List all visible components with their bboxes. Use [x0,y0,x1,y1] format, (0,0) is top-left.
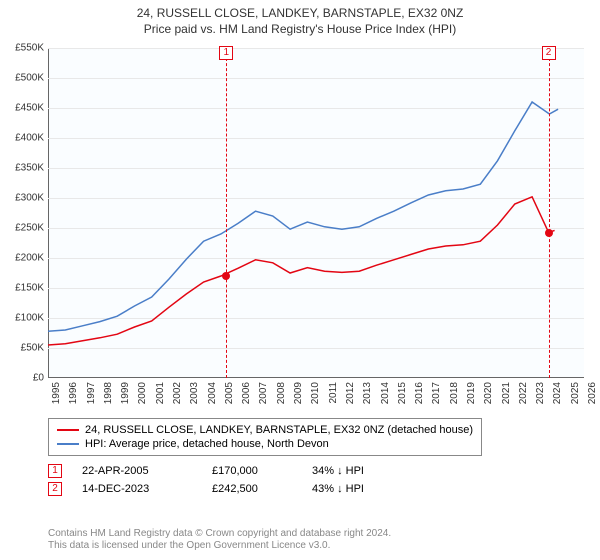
x-axis-label: 1995 [51,382,62,404]
x-axis-label: 2005 [224,382,235,404]
x-axis-label: 2012 [345,382,356,404]
x-axis-label: 2020 [483,382,494,404]
x-axis-label: 2021 [501,382,512,404]
x-axis-label: 2017 [431,382,442,404]
x-axis-label: 2013 [362,382,373,404]
x-axis-label: 2022 [518,382,529,404]
series-line [48,197,555,345]
y-axis-label: £550K [15,43,44,54]
y-axis-label: £0 [33,373,44,384]
x-axis-label: 1996 [68,382,79,404]
x-axis-label: 2026 [587,382,598,404]
event-price: £170,000 [212,465,292,477]
y-axis-label: £200K [15,253,44,264]
event-number-box: 2 [48,482,62,496]
event-marker-line [226,48,227,378]
event-row: 1 22-APR-2005 £170,000 34% ↓ HPI [48,462,584,480]
legend-label-1: 24, RUSSELL CLOSE, LANDKEY, BARNSTAPLE, … [85,424,473,436]
legend-item-1: 24, RUSSELL CLOSE, LANDKEY, BARNSTAPLE, … [57,423,473,437]
event-diff: 34% ↓ HPI [312,465,422,477]
x-axis-label: 2007 [258,382,269,404]
x-axis-label: 1997 [86,382,97,404]
y-axis-label: £50K [21,343,44,354]
footer-line2: This data is licensed under the Open Gov… [48,540,391,552]
y-axis-label: £300K [15,193,44,204]
y-axis-label: £350K [15,163,44,174]
x-axis-label: 2023 [535,382,546,404]
x-axis-label: 2002 [172,382,183,404]
x-axis-label: 2011 [328,382,339,404]
event-date: 22-APR-2005 [82,465,192,477]
footer-line1: Contains HM Land Registry data © Crown c… [48,528,391,540]
x-axis-label: 2018 [449,382,460,404]
chart-container: 24, RUSSELL CLOSE, LANDKEY, BARNSTAPLE, … [0,0,600,560]
x-axis-label: 2001 [155,382,166,404]
x-axis-label: 2008 [276,382,287,404]
event-marker-dot [545,229,553,237]
line-series [48,48,584,378]
x-axis-label: 2016 [414,382,425,404]
y-axis-label: £250K [15,223,44,234]
x-axis-label: 2003 [189,382,200,404]
swatch-1 [57,429,79,431]
event-row: 2 14-DEC-2023 £242,500 43% ↓ HPI [48,480,584,498]
plot-area: £0£50K£100K£150K£200K£250K£300K£350K£400… [48,48,584,378]
y-axis-label: £500K [15,73,44,84]
x-axis-label: 1999 [120,382,131,404]
event-marker-box: 2 [542,46,556,60]
event-date: 14-DEC-2023 [82,483,192,495]
y-axis-label: £150K [15,283,44,294]
legend-label-2: HPI: Average price, detached house, Nort… [85,438,329,450]
event-marker-dot [222,272,230,280]
legend-item-2: HPI: Average price, detached house, Nort… [57,437,473,451]
x-axis-label: 2010 [310,382,321,404]
x-axis-label: 1998 [103,382,114,404]
chart-title: 24, RUSSELL CLOSE, LANDKEY, BARNSTAPLE, … [0,0,600,22]
x-axis-label: 2019 [466,382,477,404]
legend-and-events: 24, RUSSELL CLOSE, LANDKEY, BARNSTAPLE, … [48,418,584,498]
x-axis-label: 2014 [380,382,391,404]
event-diff: 43% ↓ HPI [312,483,422,495]
x-axis-label: 2009 [293,382,304,404]
series-line [48,102,558,331]
event-marker-line [549,48,550,378]
chart-subtitle: Price paid vs. HM Land Registry's House … [0,22,600,40]
y-axis-label: £100K [15,313,44,324]
footer-attribution: Contains HM Land Registry data © Crown c… [48,528,391,552]
event-marker-box: 1 [219,46,233,60]
x-axis-label: 2025 [570,382,581,404]
legend-box: 24, RUSSELL CLOSE, LANDKEY, BARNSTAPLE, … [48,418,482,456]
event-price: £242,500 [212,483,292,495]
x-axis-label: 2015 [397,382,408,404]
y-axis-label: £450K [15,103,44,114]
x-axis-label: 2000 [137,382,148,404]
y-axis-label: £400K [15,133,44,144]
event-number-box: 1 [48,464,62,478]
swatch-2 [57,443,79,445]
x-axis-label: 2024 [552,382,563,404]
x-axis-label: 2006 [241,382,252,404]
x-axis-label: 2004 [207,382,218,404]
